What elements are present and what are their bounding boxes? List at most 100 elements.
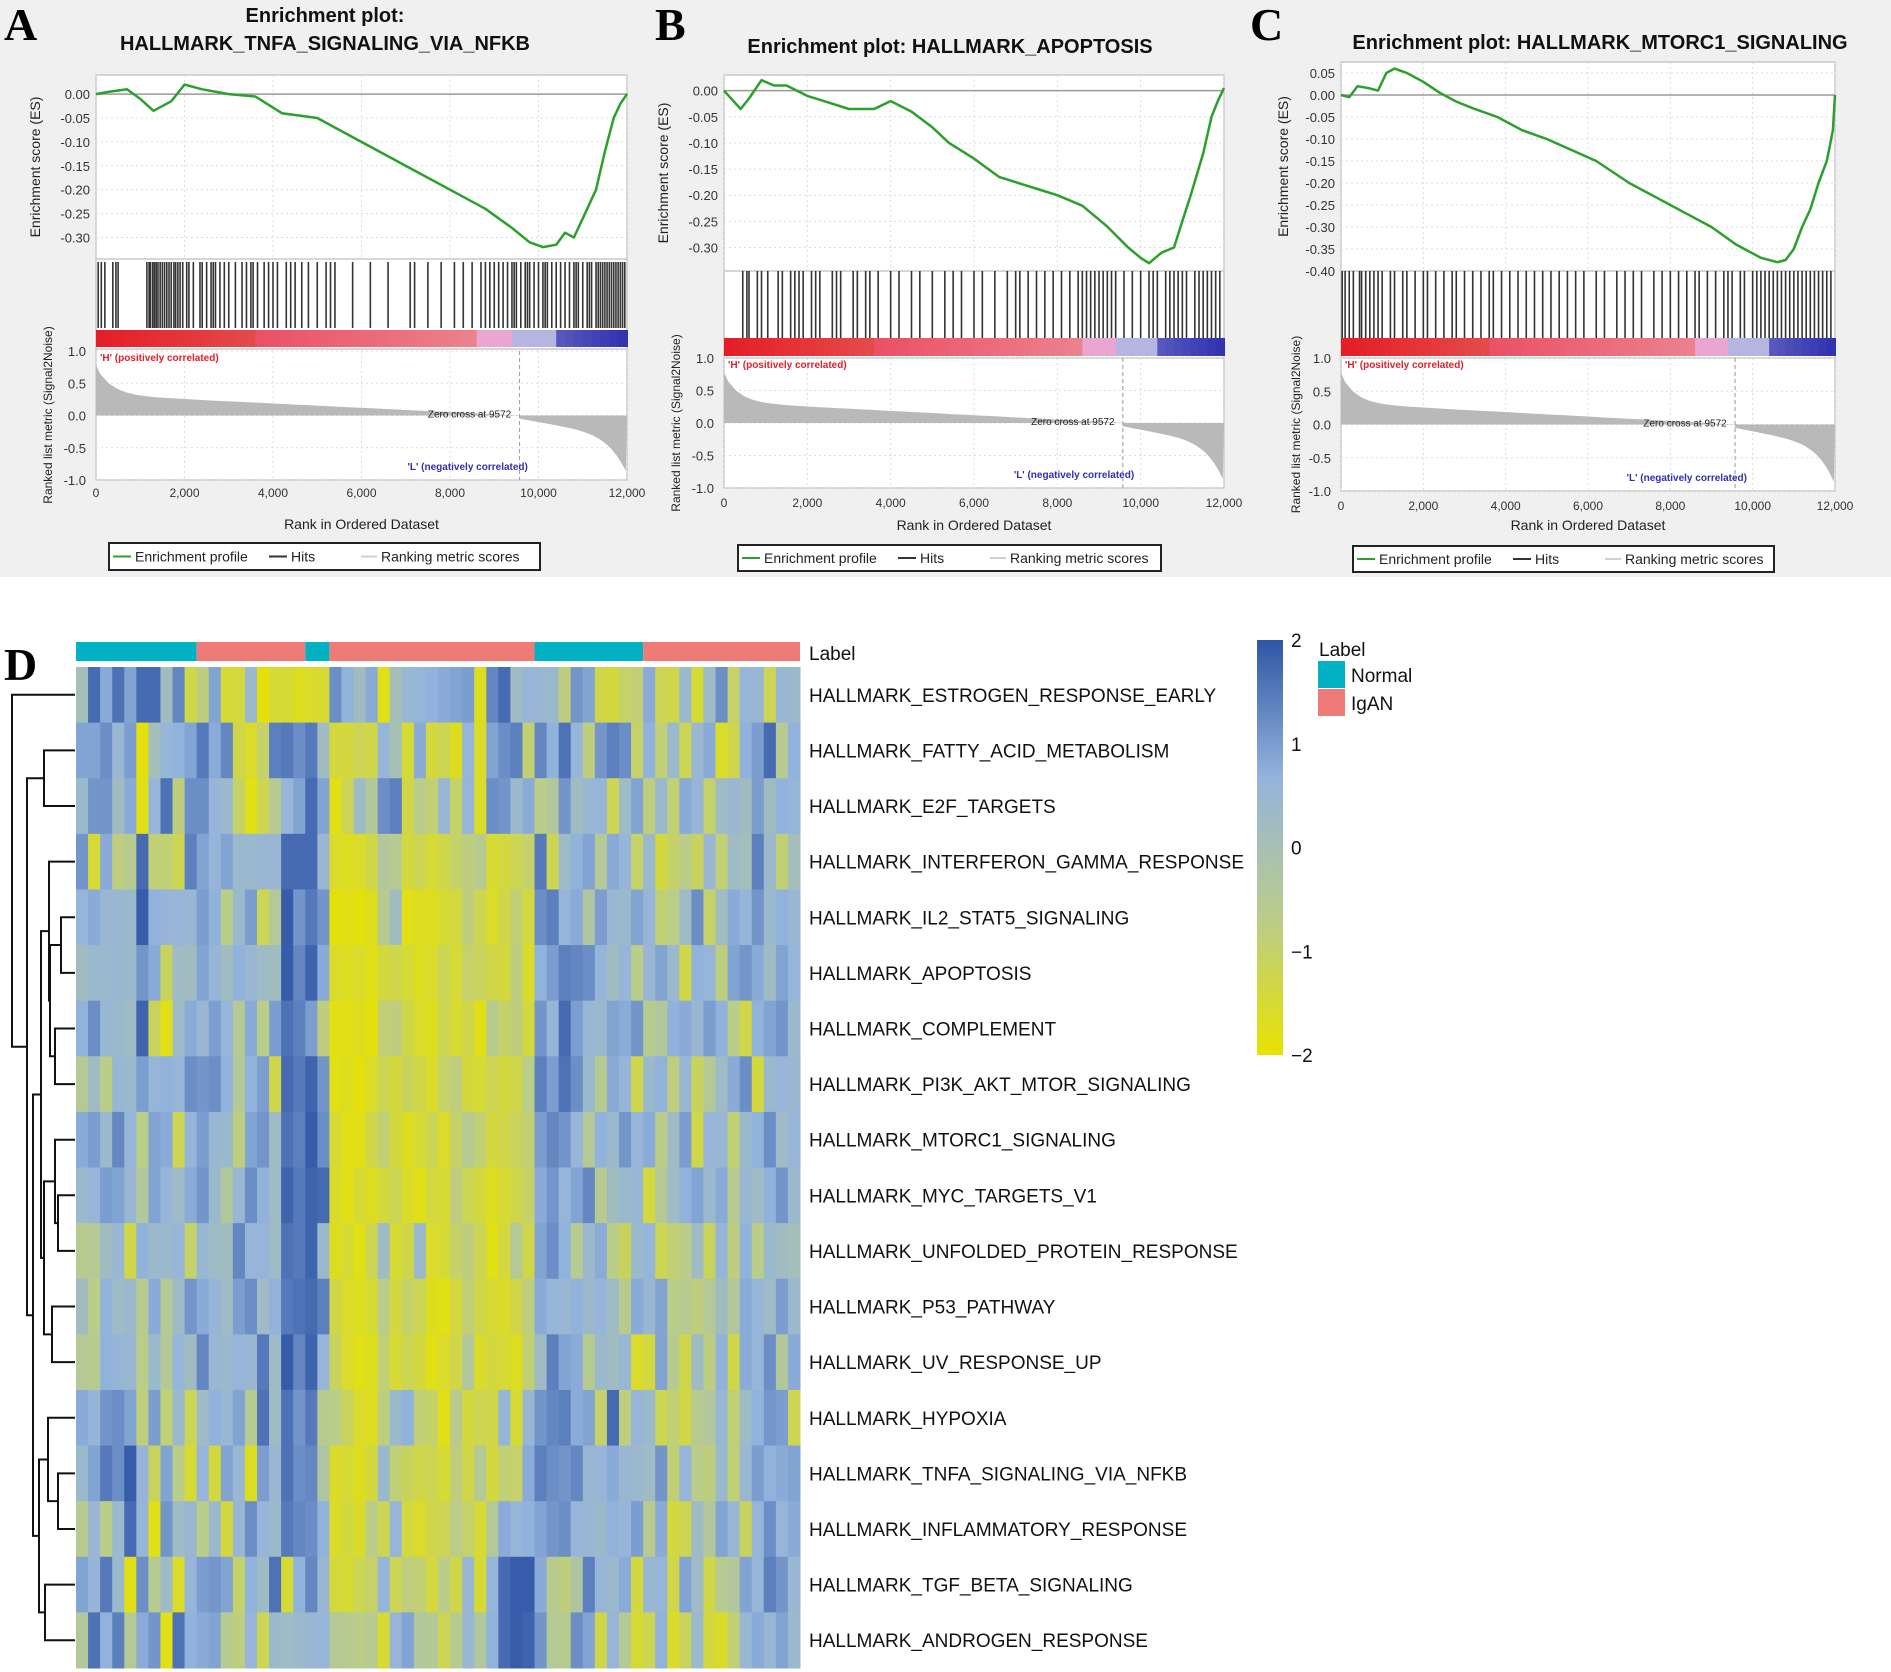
- heatmap-cell: [570, 1612, 584, 1669]
- heatmap-cell: [703, 722, 717, 779]
- heatmap-cell: [112, 889, 125, 946]
- heatmap-cell: [474, 1501, 487, 1558]
- rank-color-segment: [1115, 338, 1125, 356]
- row-label: HALLMARK_COMPLEMENT: [809, 1019, 1056, 1040]
- heatmap-cell: [606, 945, 620, 1002]
- heatmap-cell: [232, 1278, 246, 1335]
- ranking-metric-positive-area: [724, 372, 1123, 423]
- heatmap-cell: [739, 1445, 753, 1502]
- heatmap-cell: [317, 1389, 330, 1447]
- heatmap-cell: [546, 778, 560, 835]
- row-label: HALLMARK_HYPOXIA: [809, 1409, 1007, 1430]
- es-tick-label: -0.25: [688, 214, 718, 229]
- heatmap-cell: [196, 1556, 210, 1613]
- heatmap-cell: [498, 667, 511, 724]
- heatmap-cell: [257, 722, 270, 779]
- heatmap-cell: [413, 1445, 427, 1502]
- rank-color-segment: [1090, 338, 1100, 356]
- heatmap-cell: [244, 1612, 258, 1669]
- rank-color-segment: [874, 338, 884, 356]
- heatmap-cell: [124, 1501, 137, 1558]
- heatmap-cell: [619, 945, 632, 1002]
- rank-color-segment: [1398, 338, 1408, 356]
- heatmap-cell: [305, 1334, 318, 1391]
- heatmap-cell: [775, 1000, 789, 1057]
- heatmap-cell: [148, 1612, 161, 1669]
- rank-color-segment: [965, 338, 975, 356]
- rank-color-segment: [774, 338, 784, 356]
- heatmap-cell: [232, 889, 246, 946]
- colorbar-tick-label: 1: [1291, 735, 1302, 756]
- zero-cross-label: Zero cross at 9572: [1643, 419, 1727, 430]
- heatmap-cell: [534, 1278, 548, 1335]
- heatmap-cell: [124, 1223, 137, 1280]
- heatmap-cell: [643, 1278, 656, 1335]
- rank-color-segment: [1513, 338, 1524, 356]
- row-label: HALLMARK_INTERFERON_GAMMA_RESPONSE: [809, 853, 1244, 874]
- row-label: HALLMARK_PI3K_AKT_MTOR_SIGNALING: [809, 1075, 1191, 1096]
- heatmap-cell: [522, 1445, 536, 1502]
- rank-color-segment: [1207, 338, 1217, 356]
- plot-title: Enrichment plot:: [246, 5, 405, 27]
- row-label: HALLMARK_TGF_BETA_SIGNALING: [809, 1576, 1133, 1597]
- rank-color-segment: [237, 330, 248, 347]
- heatmap-cell: [365, 1111, 379, 1168]
- heatmap-cell: [703, 1223, 717, 1280]
- metric-tick-label: -0.5: [1309, 451, 1331, 466]
- heatmap-cell: [317, 1167, 330, 1224]
- rank-color-segment: [1373, 338, 1384, 356]
- metric-tick-label: 0.5: [68, 376, 86, 391]
- rank-color-segment: [1530, 338, 1540, 356]
- heatmap-cell: [619, 667, 632, 724]
- heatmap-cell: [619, 722, 632, 779]
- heatmap-cell: [257, 1389, 270, 1447]
- heatmap-cell: [498, 1278, 511, 1335]
- heatmap-cell: [293, 1278, 306, 1335]
- heatmap-cell: [631, 1111, 644, 1168]
- heatmap-cell: [172, 1278, 186, 1335]
- heatmap-cell: [425, 722, 439, 779]
- row-label: HALLMARK_ESTROGEN_RESPONSE_EARLY: [809, 686, 1217, 707]
- heatmap-cell: [691, 1445, 704, 1502]
- heatmap-cell: [438, 1000, 451, 1057]
- ranking-metric-negative-area: [1735, 424, 1835, 482]
- heatmap-cell: [606, 1056, 620, 1113]
- heatmap-cell: [739, 667, 753, 724]
- heatmap-cell: [703, 1556, 717, 1613]
- heatmap-cell: [305, 1167, 318, 1224]
- heatmap-cell: [257, 1556, 270, 1613]
- heatmap-cell: [377, 1111, 391, 1168]
- legend-label-igan: IgAN: [1351, 694, 1393, 715]
- es-axis-label: Enrichment score (ES): [655, 103, 671, 244]
- rank-color-segment: [1132, 338, 1142, 356]
- x-tick-label: 2,000: [792, 496, 822, 510]
- heatmap-cell: [450, 778, 463, 835]
- heatmap-cell: [438, 1278, 451, 1335]
- heatmap-cell: [691, 889, 704, 946]
- panel-letter-a: A: [4, 0, 37, 50]
- gsea-panel-c: Enrichment plot: HALLMARK_MTORC1_SIGNALI…: [1275, 32, 1854, 573]
- heatmap-cell: [232, 945, 246, 1002]
- rank-color-segment: [990, 338, 1000, 356]
- plot-title: Enrichment plot: HALLMARK_APOPTOSIS: [747, 36, 1152, 58]
- heatmap-cell: [787, 778, 801, 835]
- heatmap-cell: [450, 722, 463, 779]
- heatmap-cell: [377, 945, 391, 1002]
- heatmap-cell: [522, 833, 536, 890]
- heatmap-cell: [196, 778, 210, 835]
- heatmap-cell: [486, 833, 499, 890]
- rank-color-segment: [450, 330, 460, 347]
- heatmap-cell: [76, 722, 89, 779]
- heatmap-cell: [293, 833, 306, 890]
- heatmap-cell: [401, 1556, 415, 1613]
- rank-color-segment: [441, 330, 451, 347]
- heatmap-cell: [353, 1111, 367, 1168]
- heatmap-cell: [124, 945, 137, 1002]
- legend-ranking-label: Ranking metric scores: [381, 549, 520, 565]
- heatmap-cell: [220, 1000, 234, 1057]
- heatmap-cell: [124, 1445, 137, 1502]
- heatmap-cell: [510, 1501, 523, 1558]
- heatmap-cell: [389, 1167, 403, 1224]
- heatmap-cell: [136, 1612, 149, 1669]
- ranking-metric-positive-area: [96, 365, 520, 416]
